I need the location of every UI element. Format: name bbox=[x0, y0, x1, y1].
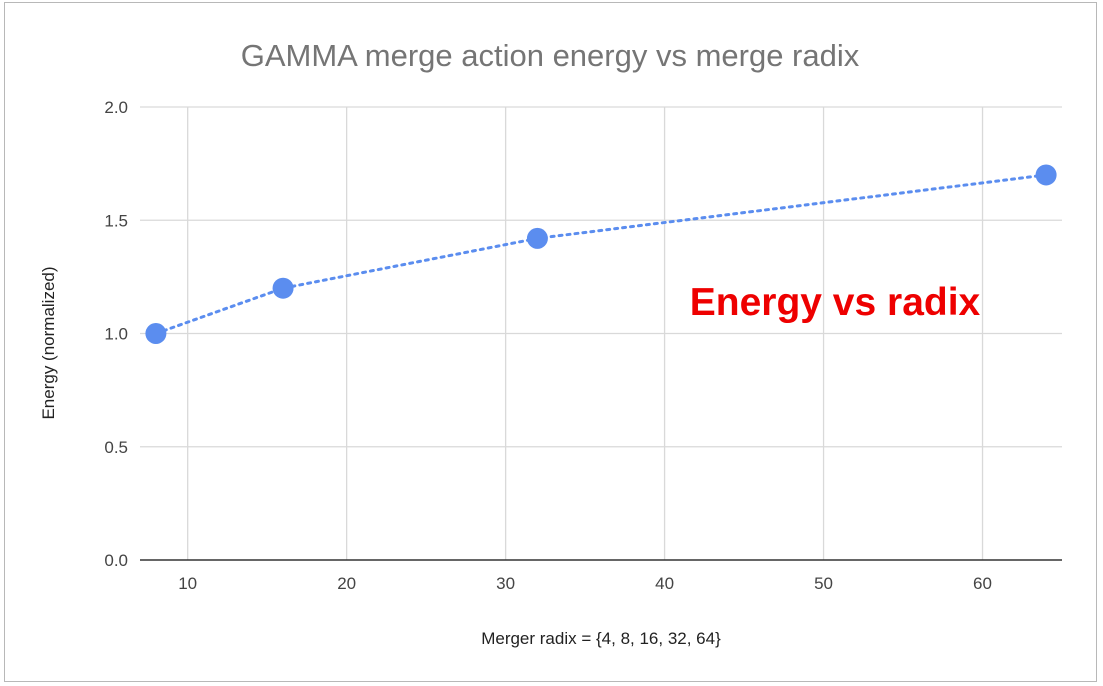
y-tick-label: 0.5 bbox=[104, 438, 128, 457]
data-point bbox=[526, 227, 548, 249]
x-tick-label: 30 bbox=[496, 574, 515, 593]
y-axis-label: Energy (normalized) bbox=[39, 266, 58, 419]
x-axis-label: Merger radix = {4, 8, 16, 32, 64} bbox=[481, 629, 721, 648]
y-tick-label: 1.5 bbox=[104, 211, 128, 230]
x-tick-label: 60 bbox=[973, 574, 992, 593]
x-tick-label: 20 bbox=[337, 574, 356, 593]
x-tick-label: 50 bbox=[814, 574, 833, 593]
series-points bbox=[145, 164, 1057, 344]
y-tick-label: 2.0 bbox=[104, 98, 128, 117]
x-tick-label: 40 bbox=[655, 574, 674, 593]
tick-labels: 0.0 0.5 1.0 1.5 2.0 10 20 30 40 50 60 bbox=[104, 98, 992, 593]
grid-lines bbox=[140, 106, 1062, 560]
chart-annotation: Energy vs radix bbox=[690, 281, 981, 324]
data-point bbox=[272, 277, 294, 299]
y-tick-label: 0.0 bbox=[104, 551, 128, 570]
series-lines bbox=[154, 173, 1048, 335]
y-tick-label: 1.0 bbox=[104, 325, 128, 344]
chart-frame bbox=[4, 2, 1097, 682]
series-line bbox=[154, 173, 1048, 335]
data-point bbox=[1035, 164, 1057, 186]
data-point bbox=[145, 323, 167, 344]
chart-title: GAMMA merge action energy vs merge radix bbox=[241, 38, 860, 73]
x-tick-label: 10 bbox=[178, 574, 197, 593]
